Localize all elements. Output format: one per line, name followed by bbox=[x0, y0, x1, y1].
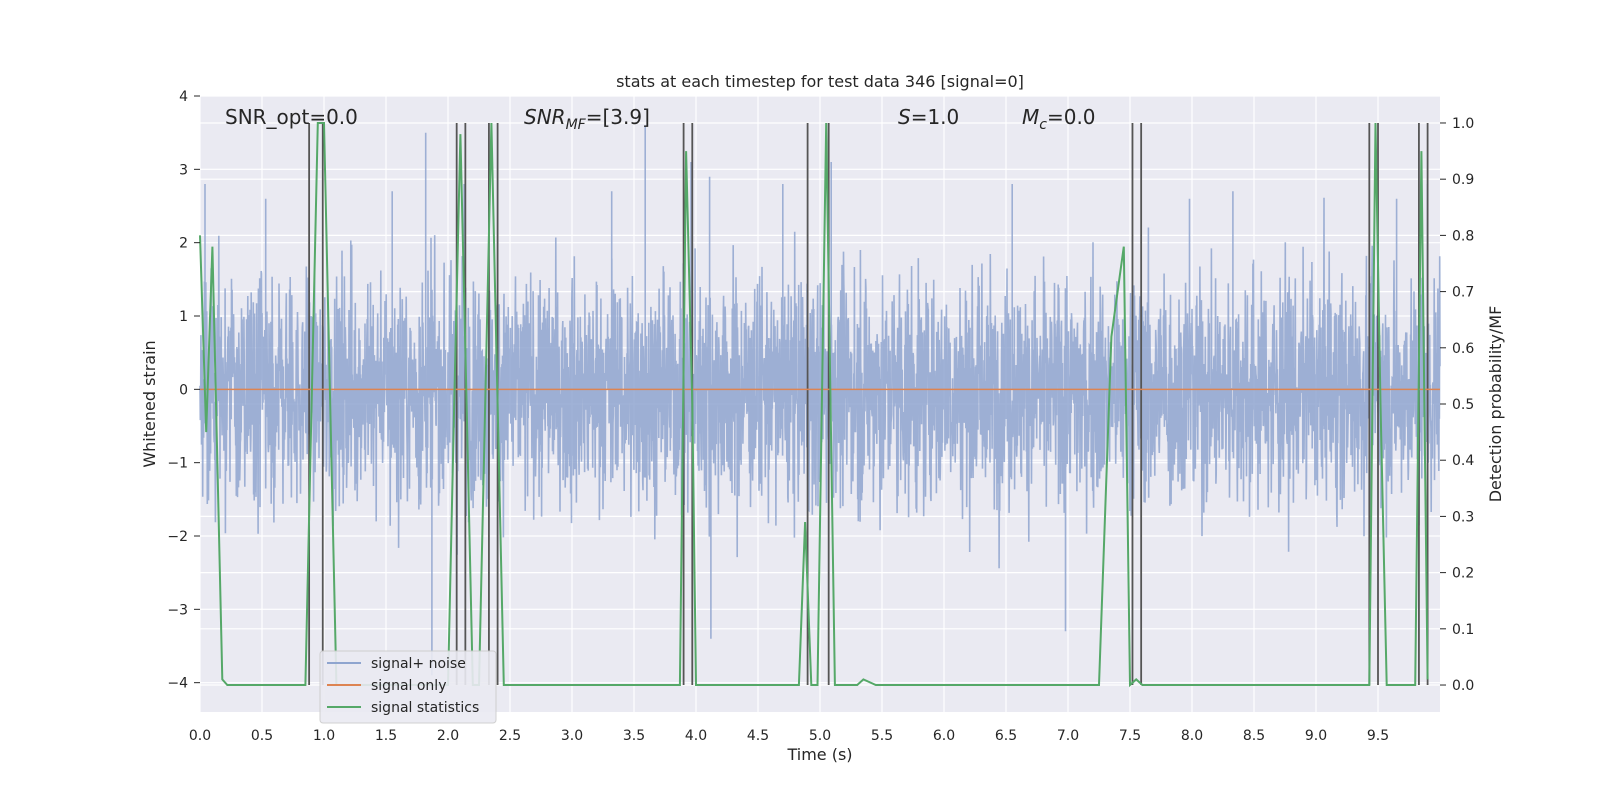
legend-label-signal-only: signal only bbox=[371, 678, 446, 694]
y2-tick-label: 0.1 bbox=[1452, 622, 1474, 638]
y-tick-label: −2 bbox=[167, 529, 188, 545]
y2-tick-label: 0.0 bbox=[1452, 678, 1474, 694]
y2-tick-label: 0.3 bbox=[1452, 509, 1474, 525]
x-axis-label: Time (s) bbox=[786, 745, 852, 764]
y-tick-label: 3 bbox=[179, 162, 188, 178]
x-tick-label: 5.5 bbox=[871, 728, 893, 744]
x-tick-label: 4.5 bbox=[747, 728, 769, 744]
x-tick-label: 7.0 bbox=[1057, 728, 1079, 744]
y2-tick-label: 0.7 bbox=[1452, 285, 1474, 301]
y2-tick-label: 1.0 bbox=[1452, 116, 1474, 132]
annotation-snr-opt: SNR_opt=0.0 bbox=[225, 105, 358, 129]
x-tick-label: 6.5 bbox=[995, 728, 1017, 744]
y2-tick-label: 0.4 bbox=[1452, 453, 1474, 469]
y-axis-ticks: −4 −3 −2 −1 0 1 2 3 4 bbox=[167, 89, 200, 692]
y2-tick-label: 0.6 bbox=[1452, 341, 1474, 357]
legend-box bbox=[319, 650, 497, 724]
x-tick-label: 4.0 bbox=[685, 728, 707, 744]
statistics-line bbox=[199, 122, 1429, 688]
y-tick-label: −1 bbox=[167, 456, 188, 472]
y2-tick-label: 0.2 bbox=[1452, 566, 1474, 582]
x-tick-label: 0.5 bbox=[251, 728, 273, 744]
x-tick-label: 9.0 bbox=[1305, 728, 1327, 744]
x-tick-label: 2.5 bbox=[499, 728, 521, 744]
y-tick-label: −3 bbox=[167, 602, 188, 618]
y-tick-label: −4 bbox=[167, 676, 188, 692]
x-tick-label: 6.0 bbox=[933, 728, 955, 744]
x-tick-label: 5.0 bbox=[809, 728, 831, 744]
annotation-mc: Mc=0.0 bbox=[1022, 105, 1096, 133]
legend-label-statistics: signal statistics bbox=[371, 700, 479, 716]
x-tick-label: 8.0 bbox=[1181, 728, 1203, 744]
x-tick-label: 0.0 bbox=[189, 728, 211, 744]
y-tick-label: 4 bbox=[179, 89, 188, 105]
x-tick-label: 3.5 bbox=[623, 728, 645, 744]
x-tick-label: 1.0 bbox=[313, 728, 335, 744]
x-tick-label: 1.5 bbox=[375, 728, 397, 744]
legend-label-noise: signal+ noise bbox=[371, 656, 466, 672]
chart-title: stats at each timestep for test data 346… bbox=[616, 72, 1024, 91]
x-tick-label: 2.0 bbox=[437, 728, 459, 744]
y-tick-label: 2 bbox=[179, 236, 188, 252]
y-tick-label: 0 bbox=[179, 382, 188, 398]
x-tick-label: 8.5 bbox=[1243, 728, 1265, 744]
x-tick-label: 3.0 bbox=[561, 728, 583, 744]
annotation-s: S=1.0 bbox=[898, 105, 959, 129]
y2-axis-ticks: 0.0 0.1 0.2 0.3 0.4 0.5 0.6 0.7 0.8 0.9 1.0 bbox=[1440, 116, 1474, 694]
y2-axis-label: Detection probability/MF bbox=[1486, 306, 1505, 503]
y2-tick-label: 0.8 bbox=[1452, 228, 1474, 244]
y-tick-label: 1 bbox=[179, 309, 188, 325]
annotation-snr-mf: SNRMF=[3.9] bbox=[524, 105, 650, 133]
y2-tick-label: 0.5 bbox=[1452, 397, 1474, 413]
x-axis-ticks: 0.0 0.5 1.0 1.5 2.0 2.5 3.0 3.5 4.0 4.5 5.0 5.5 6.0 6… bbox=[189, 728, 1389, 744]
y-axis-label: Whitened strain bbox=[140, 340, 159, 467]
legend: signal+ noise signal only signal statist… bbox=[319, 650, 497, 724]
x-tick-label: 9.5 bbox=[1367, 728, 1389, 744]
x-tick-label: 7.5 bbox=[1119, 728, 1141, 744]
y2-tick-label: 0.9 bbox=[1452, 172, 1474, 188]
series-signal-statistics bbox=[199, 122, 1429, 688]
